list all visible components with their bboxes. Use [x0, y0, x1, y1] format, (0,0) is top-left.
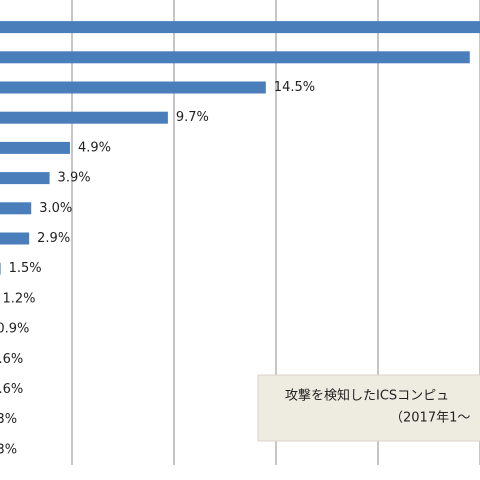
data-label: 0.3% — [0, 412, 17, 427]
bar — [0, 81, 266, 94]
annotation-text: 攻撃を検知したICSコンピュ — [285, 388, 449, 404]
bar — [0, 172, 50, 185]
annotation-text: （2017年1〜 — [390, 411, 470, 426]
data-label: 3.0% — [39, 201, 72, 216]
bar — [0, 51, 470, 64]
data-label: 0.3% — [0, 442, 17, 457]
data-label: 1.2% — [2, 291, 35, 306]
bar — [0, 111, 168, 124]
data-label: 1.5% — [9, 261, 42, 276]
annotation-box — [257, 374, 480, 442]
data-label: 14.5% — [274, 80, 315, 95]
bar — [0, 262, 1, 275]
data-label: 0.6% — [0, 352, 23, 367]
data-label: 0.9% — [0, 322, 29, 337]
bar — [0, 202, 32, 215]
bar — [0, 141, 70, 154]
data-label: 2.9% — [37, 231, 70, 246]
bar — [0, 232, 30, 245]
data-label: 3.9% — [58, 171, 91, 186]
bar — [0, 21, 480, 34]
data-label: 4.9% — [78, 140, 111, 155]
data-label: 9.7% — [176, 110, 209, 125]
data-label: 0.6% — [0, 382, 23, 397]
